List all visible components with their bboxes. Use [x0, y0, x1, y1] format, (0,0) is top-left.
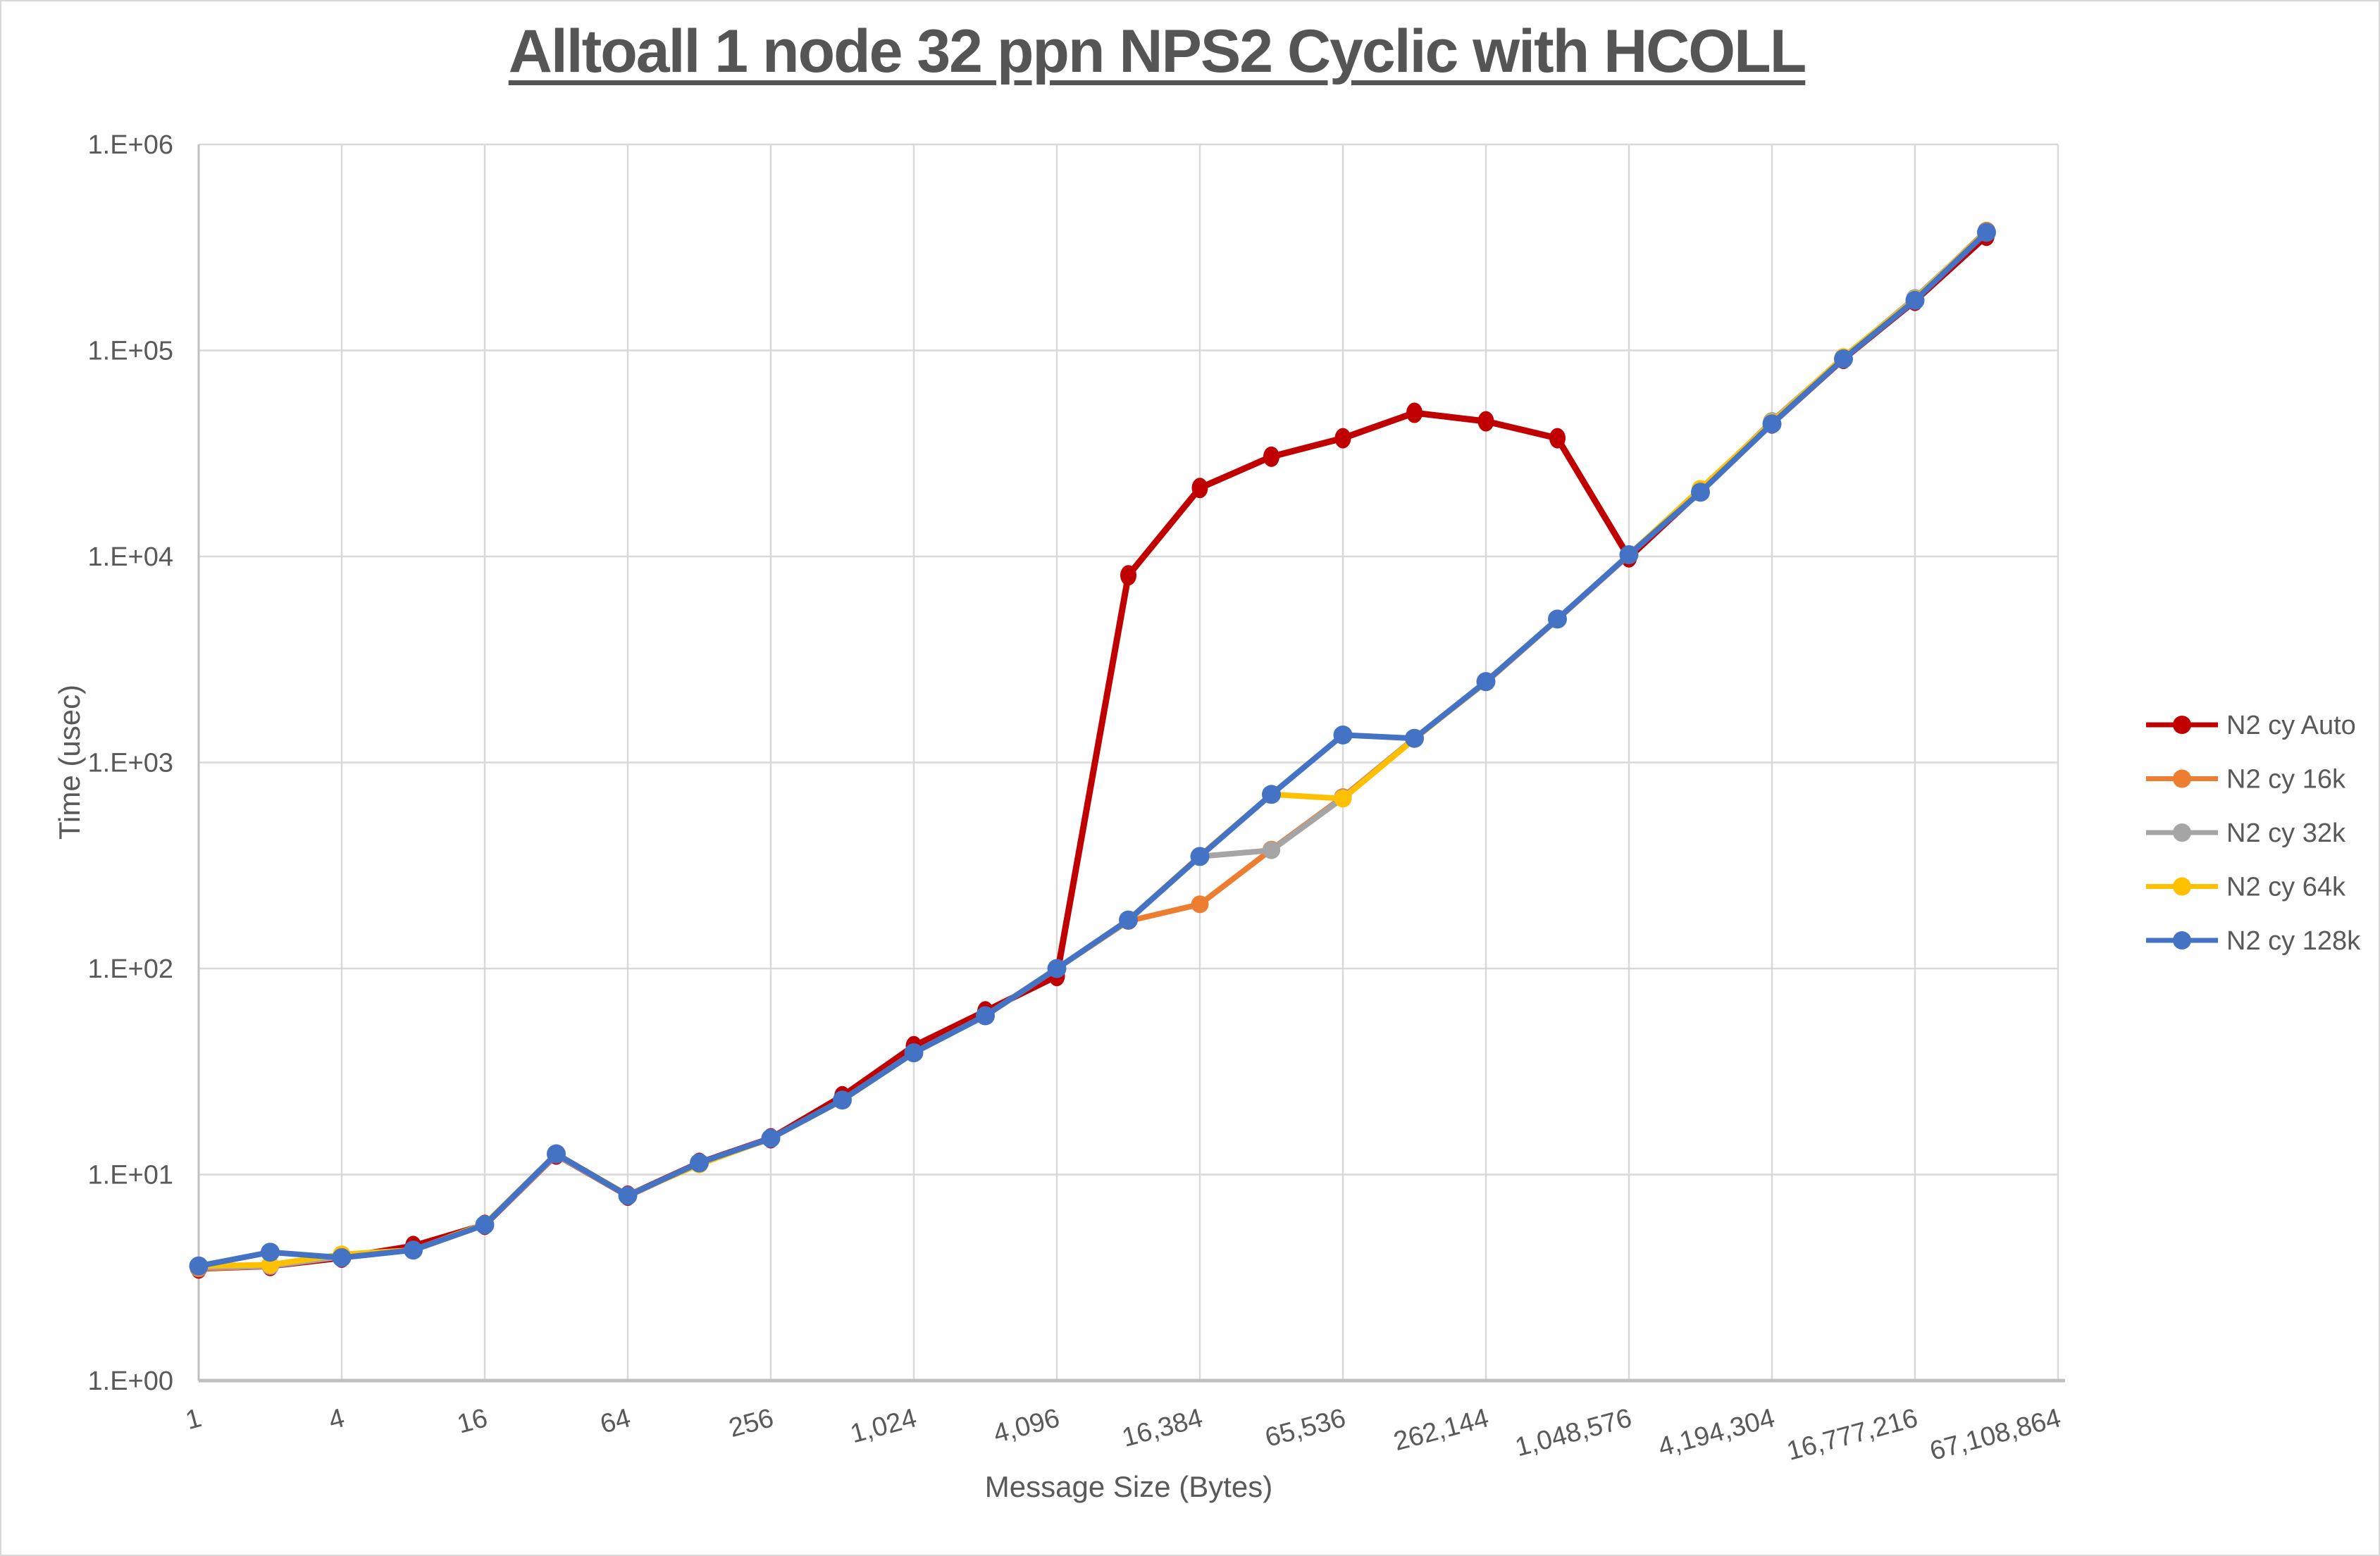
data-point-N2-cy-128k — [1405, 728, 1424, 748]
data-point-N2-cy-128k — [1977, 223, 1996, 242]
data-point-N2-cy-128k — [475, 1215, 495, 1235]
data-point-N2-cy-Auto — [1191, 478, 1208, 499]
data-point-N2-cy-64k — [1334, 790, 1352, 808]
series-line-N2-cy-16k — [196, 228, 1990, 1271]
x-tick-label: 262,144 — [1391, 1403, 1492, 1457]
data-point-N2-cy-128k — [404, 1240, 423, 1260]
x-tick-label: 64 — [597, 1403, 634, 1440]
x-tick-label: 16 — [454, 1403, 491, 1440]
data-point-N2-cy-128k — [761, 1128, 781, 1148]
y-tick-label: 1.E+02 — [88, 954, 174, 984]
legend-swatch-marker — [2173, 823, 2191, 842]
data-point-N2-cy-128k — [690, 1153, 709, 1173]
x-tick-label: 256 — [726, 1403, 776, 1443]
data-point-N2-cy-128k — [1333, 725, 1353, 745]
data-point-N2-cy-Auto — [1549, 428, 1566, 449]
legend-item-N2-cy-Auto[interactable]: N2 cy Auto — [2146, 711, 2356, 740]
y-tick-label: 1.E+03 — [88, 749, 174, 778]
data-point-N2-cy-128k — [1548, 609, 1567, 629]
series-line-N2-cy-32k — [196, 229, 1990, 1271]
x-tick-label: 1 — [182, 1403, 204, 1436]
x-tick-label: 4,096 — [991, 1403, 1063, 1449]
x-tick-label: 16,777,216 — [1784, 1403, 1921, 1467]
x-tick-label: 4,194,304 — [1655, 1403, 1778, 1462]
data-point-N2-cy-128k — [1262, 785, 1281, 804]
data-point-N2-cy-128k — [261, 1243, 280, 1262]
data-point-N2-cy-128k — [332, 1247, 352, 1267]
data-point-N2-cy-Auto — [1406, 402, 1423, 423]
data-point-N2-cy-128k — [189, 1256, 209, 1276]
y-tick-label: 1.E+01 — [88, 1161, 174, 1190]
x-axis-title: Message Size (Bytes) — [984, 1470, 1273, 1503]
legend-swatch-marker — [2173, 769, 2191, 788]
data-point-N2-cy-128k — [618, 1185, 638, 1205]
data-point-N2-cy-128k — [904, 1043, 924, 1063]
x-tick-label: 67,108,864 — [1927, 1403, 2064, 1467]
series-line-N2-cy-128k — [196, 229, 1990, 1269]
data-point-N2-cy-Auto — [1334, 428, 1351, 449]
series-line-N2-cy-64k — [196, 228, 1990, 1269]
data-point-N2-cy-128k — [1834, 349, 1853, 368]
legend-swatch-marker — [2173, 716, 2191, 734]
y-axis-title: Time (usec) — [53, 684, 86, 840]
data-point-N2-cy-128k — [1905, 290, 1925, 310]
legend-item-N2-cy-32k[interactable]: N2 cy 32k — [2146, 819, 2346, 848]
legend-item-N2-cy-64k[interactable]: N2 cy 64k — [2146, 873, 2346, 902]
data-point-N2-cy-128k — [1119, 910, 1138, 930]
data-point-N2-cy-128k — [833, 1090, 852, 1110]
legend-item-N2-cy-16k[interactable]: N2 cy 16k — [2146, 765, 2346, 795]
x-tick-label: 1,048,576 — [1512, 1403, 1635, 1462]
legend-label: N2 cy Auto — [2226, 711, 2356, 740]
legend-swatch-marker — [2173, 931, 2191, 950]
x-tick-label: 4 — [326, 1403, 347, 1436]
x-tick-label: 1,024 — [848, 1403, 920, 1449]
data-point-N2-cy-128k — [1691, 483, 1710, 502]
data-point-N2-cy-Auto — [1477, 411, 1494, 432]
data-point-N2-cy-128k — [1190, 847, 1210, 866]
legend-label: N2 cy 64k — [2226, 873, 2346, 902]
y-tick-label: 1.E+04 — [88, 542, 174, 572]
data-point-N2-cy-128k — [547, 1144, 566, 1164]
x-tick-label: 16,384 — [1119, 1403, 1206, 1453]
legend-label: N2 cy 16k — [2226, 765, 2346, 795]
y-tick-label: 1.E+05 — [88, 337, 174, 366]
legend-item-N2-cy-128k[interactable]: N2 cy 128k — [2146, 926, 2361, 956]
data-point-N2-cy-128k — [1762, 414, 1782, 434]
data-point-N2-cy-128k — [1476, 672, 1496, 692]
data-point-N2-cy-128k — [1047, 959, 1067, 978]
x-tick-label: 65,536 — [1262, 1403, 1349, 1453]
data-point-N2-cy-128k — [976, 1006, 995, 1026]
data-point-N2-cy-128k — [1619, 544, 1639, 564]
legend-swatch-marker — [2173, 877, 2191, 896]
data-point-N2-cy-16k — [1191, 895, 1209, 914]
data-point-N2-cy-Auto — [1120, 565, 1136, 586]
data-point-N2-cy-32k — [1263, 841, 1280, 859]
legend-label: N2 cy 128k — [2226, 926, 2361, 956]
y-tick-label: 1.E+06 — [88, 130, 174, 160]
legend-label: N2 cy 32k — [2226, 819, 2346, 848]
y-tick-label: 1.E+00 — [88, 1367, 174, 1396]
series-line-N2-cy-Auto — [195, 232, 1990, 1272]
data-point-N2-cy-Auto — [1263, 446, 1279, 467]
chart-title: Alltoall 1 node 32 ppn NPS2 Cyclic with … — [508, 18, 1807, 85]
